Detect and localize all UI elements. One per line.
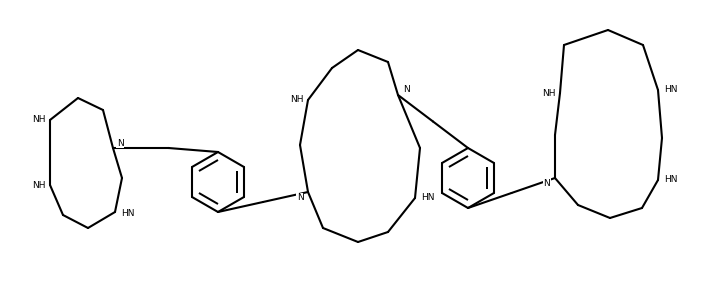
Text: NH: NH (32, 181, 46, 190)
Text: NH: NH (32, 115, 46, 124)
Text: N: N (297, 194, 303, 202)
Text: HN: HN (664, 175, 677, 185)
Text: HN: HN (121, 209, 135, 219)
Text: N: N (543, 179, 550, 187)
Text: N: N (403, 84, 409, 94)
Text: HN: HN (664, 86, 677, 94)
Text: HN: HN (421, 194, 435, 202)
Text: NH: NH (542, 88, 556, 98)
Text: NH: NH (290, 96, 304, 105)
Text: N: N (117, 139, 124, 147)
